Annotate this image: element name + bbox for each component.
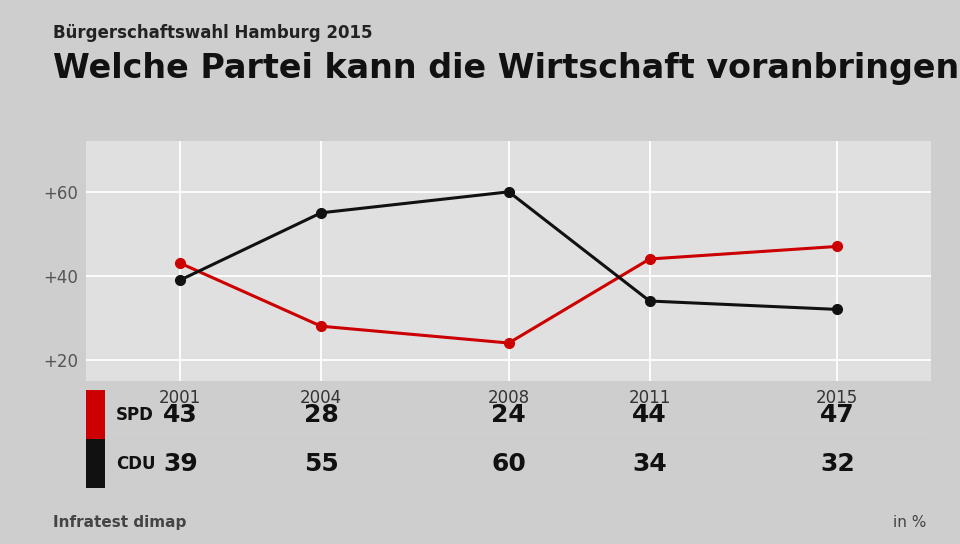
Text: Infratest dimap: Infratest dimap <box>53 515 186 530</box>
Text: SPD: SPD <box>116 406 154 424</box>
Text: 34: 34 <box>633 452 667 475</box>
Bar <box>86 391 105 440</box>
Bar <box>86 440 105 488</box>
Text: 39: 39 <box>163 452 198 475</box>
Text: 55: 55 <box>303 452 339 475</box>
Text: 47: 47 <box>820 403 854 427</box>
Text: Bürgerschaftswahl Hamburg 2015: Bürgerschaftswahl Hamburg 2015 <box>53 24 372 42</box>
Text: 43: 43 <box>163 403 198 427</box>
Text: 60: 60 <box>492 452 526 475</box>
Text: CDU: CDU <box>116 455 156 473</box>
Text: Welche Partei kann die Wirtschaft voranbringen?: Welche Partei kann die Wirtschaft voranb… <box>53 52 960 85</box>
Text: 24: 24 <box>492 403 526 427</box>
Text: in %: in % <box>893 515 926 530</box>
Text: 44: 44 <box>633 403 667 427</box>
Text: 32: 32 <box>820 452 854 475</box>
Text: 28: 28 <box>303 403 339 427</box>
